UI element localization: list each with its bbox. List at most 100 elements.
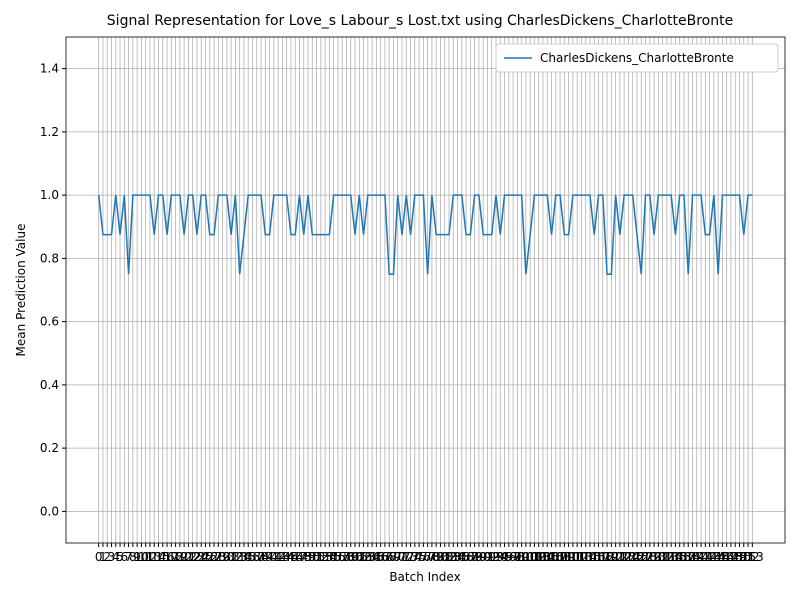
x-tick-label: 147	[715, 550, 738, 564]
x-tick-label: 24	[194, 550, 209, 564]
y-tick-label: 1.0	[40, 188, 59, 202]
x-tick-label: 130	[643, 550, 666, 564]
x-tick-label: 135	[664, 550, 687, 564]
x-tick-label: 5	[116, 550, 124, 564]
x-tick-label: 53	[317, 550, 332, 564]
x-tick-label: 78	[424, 550, 439, 564]
x-tick-label: 122	[608, 550, 631, 564]
x-tick-label: 58	[339, 550, 354, 564]
x-tick-label: 108	[549, 550, 572, 564]
x-tick-label: 39	[258, 550, 273, 564]
x-tick-label: 15	[155, 550, 170, 564]
x-tick-label: 17	[164, 550, 179, 564]
x-tick-label: 42	[270, 550, 285, 564]
x-tick-label: 70	[390, 550, 405, 564]
x-tick-label: 115	[579, 550, 602, 564]
x-tick-label: 29	[215, 550, 230, 564]
x-tick-label: 14	[151, 550, 166, 564]
x-tick-label: 36	[245, 550, 260, 564]
plot-frame	[65, 36, 786, 544]
chart-title: Signal Representation for Love_s Labour_…	[107, 13, 733, 29]
x-tick-label: 104	[532, 550, 555, 564]
x-tick-label: 117	[587, 550, 610, 564]
x-tick-label: 54	[322, 550, 337, 564]
x-tick-label: 3	[108, 550, 116, 564]
x-tick-label: 143	[698, 550, 721, 564]
x-tick-label: 50	[305, 550, 320, 564]
x-tick-label: 25	[198, 550, 213, 564]
x-tick-label: 89	[471, 550, 486, 564]
x-tick-label: 13	[147, 550, 162, 564]
x-tick-label: 23	[189, 550, 204, 564]
y-tick-label: 1.4	[40, 62, 59, 76]
x-tick-label: 40	[262, 550, 277, 564]
x-tick-label: 77	[420, 550, 435, 564]
x-tick-label: 55	[326, 550, 341, 564]
x-tick-label: 84	[450, 550, 465, 564]
x-tick-label: 65	[369, 550, 384, 564]
y-tick-label: 0.2	[40, 441, 59, 455]
x-tick-label: 63	[360, 550, 375, 564]
x-tick-label: 105	[536, 550, 559, 564]
x-tick-label: 132	[651, 550, 674, 564]
x-tick-label: 150	[728, 550, 751, 564]
x-tick-label: 121	[604, 550, 627, 564]
x-tick-label: 149	[724, 550, 747, 564]
x-tick-label: 138	[677, 550, 700, 564]
x-tick-label: 127	[630, 550, 653, 564]
x-tick-label: 97	[505, 550, 520, 564]
x-tick-label: 128	[634, 550, 657, 564]
x-tick-label: 133	[655, 550, 678, 564]
x-tick-label: 47	[292, 550, 307, 564]
x-tick-label: 153	[741, 550, 764, 564]
x-tick-label: 43	[275, 550, 290, 564]
x-tick-label: 2	[103, 550, 111, 564]
x-tick-label: 11	[138, 550, 153, 564]
x-tick-label: 31	[223, 550, 238, 564]
x-tick-label: 86	[458, 550, 473, 564]
x-tick-label: 4	[112, 550, 120, 564]
data-line	[97, 194, 753, 275]
x-tick-label: 139	[681, 550, 704, 564]
legend-box	[495, 43, 779, 73]
x-tick-label: 120	[600, 550, 623, 564]
x-tick-label: 142	[694, 550, 717, 564]
x-tick-label: 27	[206, 550, 221, 564]
x-tick-label: 20	[176, 550, 191, 564]
x-tick-label: 80	[433, 550, 448, 564]
x-tick-label: 85	[454, 550, 469, 564]
x-tick-label: 49	[300, 550, 315, 564]
x-tick-label: 56	[330, 550, 345, 564]
x-tick-label: 129	[638, 550, 661, 564]
y-axis-label: Mean Prediction Value	[14, 224, 28, 357]
x-tick-label: 99	[514, 550, 529, 564]
y-tick-label: 0.0	[40, 504, 59, 518]
x-tick-label: 22	[185, 550, 200, 564]
x-tick-label: 109	[553, 550, 576, 564]
x-tick-label: 18	[168, 550, 183, 564]
x-tick-label: 32	[228, 550, 243, 564]
y-tick-label: 0.8	[40, 251, 59, 265]
y-tick-label: 0.6	[40, 315, 59, 329]
x-tick-label: 102	[523, 550, 546, 564]
x-tick-label: 67	[377, 550, 392, 564]
y-tick-label: 0.4	[40, 378, 59, 392]
x-tick-label: 118	[591, 550, 614, 564]
legend-label: CharlesDickens_CharlotteBronte	[540, 51, 734, 65]
x-tick-label: 110	[557, 550, 580, 564]
x-tick-label: 66	[373, 550, 388, 564]
x-tick-label: 146	[711, 550, 734, 564]
x-tick-label: 75	[411, 550, 426, 564]
x-tick-label: 140	[685, 550, 708, 564]
x-tick-label: 35	[241, 550, 256, 564]
x-tick-label: 34	[236, 550, 251, 564]
x-tick-label: 0	[95, 550, 103, 564]
x-tick-label: 106	[540, 550, 563, 564]
x-tick-label: 73	[403, 550, 418, 564]
x-tick-label: 21	[181, 550, 196, 564]
x-tick-label: 93	[488, 550, 503, 564]
x-tick-label: 144	[702, 550, 725, 564]
x-tick-label: 82	[441, 550, 456, 564]
x-tick-label: 26	[202, 550, 217, 564]
x-tick-label: 103	[527, 550, 550, 564]
